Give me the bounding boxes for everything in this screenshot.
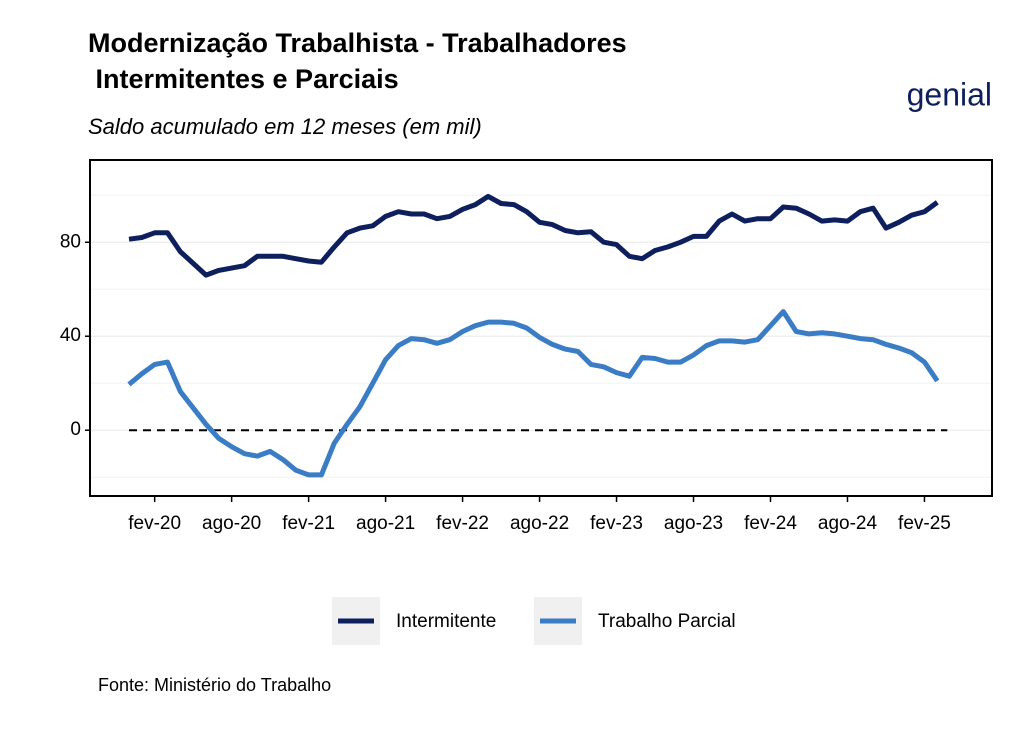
x-tick-label: ago-24 [818,513,878,534]
y-tick-label: 40 [60,325,81,346]
legend-label: Trabalho Parcial [598,611,736,632]
x-tick-label: fev-24 [744,513,797,534]
logo: genial [907,76,992,112]
x-tick-label: fev-22 [436,513,489,534]
x-tick-label: fev-25 [898,513,951,534]
chart-subtitle: Saldo acumulado em 12 meses (em mil) [88,114,482,139]
legend-label: Intermitente [396,611,496,632]
x-tick-label: ago-20 [202,513,261,534]
plot-frame [89,159,993,497]
x-tick-label: fev-23 [590,513,643,534]
chart-title: Modernização Trabalhista - Trabalhadores [88,28,627,58]
series-line [127,309,940,478]
x-tick-label: fev-21 [282,513,335,534]
x-tick-label: ago-22 [510,513,569,534]
source: Fonte: Ministério do Trabalho [98,675,331,695]
y-tick-label: 0 [70,419,81,440]
x-tick-label: fev-20 [128,513,181,534]
x-tick-label: ago-21 [356,513,415,534]
chart-title: Intermitentes e Parciais [88,64,399,94]
x-tick-label: ago-23 [664,513,723,534]
y-tick-label: 80 [60,231,81,252]
series-line [128,193,939,278]
